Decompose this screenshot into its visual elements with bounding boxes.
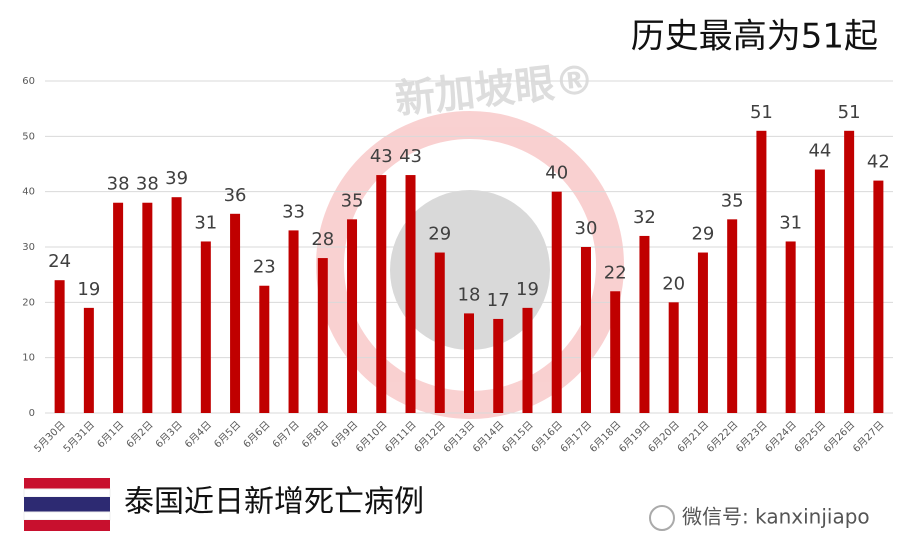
data-label: 20 — [662, 273, 685, 294]
data-label: 19 — [516, 279, 539, 300]
bar — [230, 213, 241, 413]
bar — [697, 252, 708, 413]
data-label: 40 — [545, 163, 568, 184]
data-label: 51 — [838, 102, 861, 123]
bar — [522, 307, 533, 413]
data-label: 31 — [194, 212, 217, 233]
bar — [347, 219, 358, 413]
bar — [756, 130, 767, 414]
bar — [873, 180, 884, 413]
bar — [668, 302, 679, 413]
bar — [259, 285, 270, 413]
thai-flag — [23, 478, 111, 531]
data-label: 17 — [487, 290, 510, 311]
bar — [288, 230, 299, 413]
data-label: 29 — [691, 224, 714, 245]
y-tick-label: 0 — [29, 408, 35, 419]
bar — [551, 191, 562, 413]
y-tick-label: 10 — [22, 353, 35, 364]
data-label: 36 — [224, 185, 247, 206]
data-label: 43 — [399, 146, 422, 167]
data-label: 38 — [136, 174, 159, 195]
wechat-icon — [649, 505, 675, 531]
data-label: 22 — [604, 262, 627, 283]
data-label: 32 — [633, 207, 656, 228]
caption: 泰国近日新增死亡病例 — [124, 485, 424, 520]
data-label: 35 — [341, 190, 364, 211]
bar — [785, 241, 796, 413]
flag-stripe — [24, 520, 110, 531]
bar — [376, 175, 387, 413]
chart-title: 历史最高为51起 — [631, 17, 878, 57]
data-label: 19 — [77, 279, 100, 300]
data-label: 43 — [370, 146, 393, 167]
data-label: 28 — [311, 229, 334, 250]
bar — [727, 219, 738, 413]
watermark-disc — [390, 190, 550, 350]
bar — [580, 247, 591, 413]
bar — [844, 130, 855, 414]
flag-stripe — [23, 488, 111, 498]
bar — [493, 318, 504, 413]
bar — [317, 258, 328, 413]
bar — [142, 202, 153, 413]
data-label: 35 — [721, 190, 744, 211]
data-label: 31 — [779, 212, 802, 233]
data-label: 44 — [808, 141, 831, 162]
flag-stripe — [23, 511, 111, 521]
data-label: 18 — [458, 284, 481, 305]
source: 微信号: kanxinjiapo — [682, 505, 870, 529]
flag-stripe — [24, 478, 110, 489]
y-tick-label: 50 — [22, 131, 35, 142]
bar — [610, 291, 621, 413]
data-label: 30 — [575, 218, 598, 239]
data-label: 39 — [165, 168, 188, 189]
bar — [171, 197, 182, 413]
data-label: 33 — [282, 201, 305, 222]
data-label: 38 — [107, 174, 130, 195]
y-tick-label: 40 — [22, 187, 35, 198]
data-label: 24 — [48, 251, 71, 272]
bar — [200, 241, 211, 413]
bar — [83, 307, 94, 413]
bar — [464, 313, 474, 413]
bar — [113, 202, 124, 413]
bar — [639, 235, 650, 413]
bar — [54, 280, 65, 413]
y-tick-label: 30 — [22, 242, 35, 253]
data-label: 23 — [253, 257, 276, 278]
bar — [814, 169, 825, 413]
data-label: 51 — [750, 102, 773, 123]
flag-stripe — [24, 497, 110, 512]
bar — [405, 175, 416, 413]
bar — [434, 252, 445, 413]
data-label: 29 — [428, 224, 451, 245]
y-tick-label: 20 — [22, 297, 35, 308]
y-tick-label: 60 — [22, 76, 35, 87]
data-label: 42 — [867, 152, 890, 173]
